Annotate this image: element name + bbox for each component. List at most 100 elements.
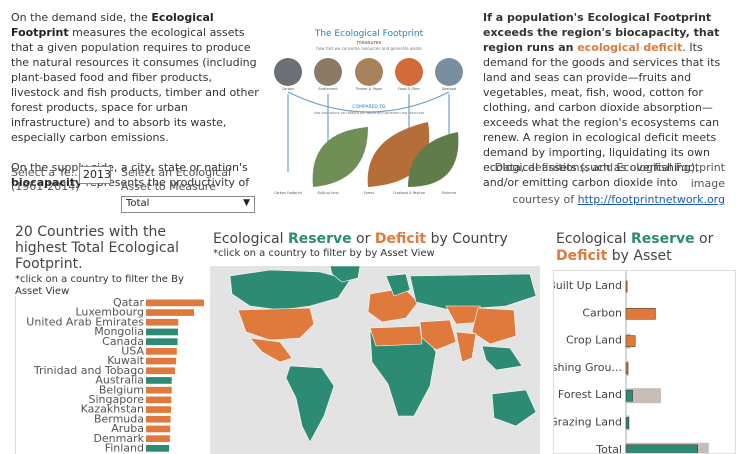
- country-label: Australia: [95, 374, 144, 387]
- country-label: Denmark: [93, 432, 144, 445]
- greenland: [329, 265, 361, 283]
- country-bar: [146, 328, 178, 336]
- usa: [237, 307, 315, 341]
- country-bar: [146, 348, 177, 355]
- country-label: Mongolia: [94, 325, 144, 338]
- country-label: Luxembourg: [75, 306, 144, 319]
- country-label: Canada: [102, 335, 144, 348]
- ecological-footprint-term: Ecological Footprint: [11, 11, 214, 39]
- asset-view-title: Ecological Reserve or Deficit by Asset: [556, 231, 714, 264]
- map-title: Ecological Reserve or Deficit by Country: [213, 231, 508, 247]
- country-label: United Arab Emirates: [26, 315, 144, 328]
- resource-label: Food & Fiber: [398, 87, 420, 91]
- asset-label: Fishing Grou...: [554, 361, 622, 374]
- country-bar: [146, 318, 179, 326]
- top-countries-subtitle: *click on a country to filter the By Ass…: [15, 274, 184, 296]
- country-label: USA: [121, 345, 144, 358]
- country-bar: [146, 338, 178, 345]
- footprint-bar: [625, 389, 633, 402]
- middle-east: [419, 319, 457, 351]
- top-countries-chart[interactable]: Qatar Luxembourg United Arab Emirates Mongo…: [15, 296, 205, 454]
- biocapacity-label: Forest: [364, 191, 375, 195]
- country-label: Kazakhstan: [81, 403, 144, 416]
- asset-label: Total: [595, 443, 622, 454]
- map-subtitle: *click on a country to filter by by Asse…: [213, 248, 435, 259]
- compared-caption: how fast nature can absorb our waste and…: [314, 111, 425, 115]
- footprint-network-link[interactable]: http://footprintnetwork.org: [577, 193, 725, 206]
- biocapacity-label: Fisheries: [442, 191, 457, 195]
- chevron-down-icon: ▼: [243, 198, 250, 208]
- year-filter-label: Select a Ye... (1961-2014): [11, 166, 82, 193]
- compared-label: COMPARED TO: [352, 104, 386, 110]
- infographic-caption: how fast we consume resources and genera…: [316, 46, 422, 51]
- footprint-bar: [625, 417, 630, 429]
- demand-paragraph: On the demand side, the Ecological Footp…: [11, 11, 259, 144]
- asset-label: Carbon: [582, 306, 622, 319]
- ecological-deficit-term: ecological deficit: [577, 41, 683, 54]
- scandinavia: [385, 273, 411, 297]
- asset-label: Built Up Land: [554, 279, 622, 292]
- biocapacity-label: Carbon Footprint: [274, 191, 302, 195]
- country-bar: [146, 377, 172, 384]
- country-label: Finland: [105, 442, 144, 454]
- footprint-bar: [625, 362, 629, 375]
- country-bar: [146, 396, 172, 404]
- year-input[interactable]: 2013: [79, 166, 111, 184]
- country-bar: [146, 445, 170, 452]
- footprint-bar: [625, 308, 656, 320]
- asset-chart[interactable]: Built Up Land Carbon Crop Land Fishing Grou…: [553, 270, 736, 454]
- canada: [229, 269, 351, 311]
- footprint-infographic: The Ecological Footprint measures how fa…: [268, 22, 470, 198]
- country-bar: [146, 415, 171, 423]
- deficit-text: If a population's Ecological Footprint e…: [483, 11, 721, 189]
- asset-label: Crop Land: [566, 334, 622, 347]
- india: [455, 331, 477, 363]
- resource-label: Carbon: [282, 87, 295, 91]
- australia: [491, 389, 537, 427]
- country-bar: [146, 367, 175, 375]
- country-label: Belgium: [99, 383, 144, 396]
- resource-circles: [274, 58, 463, 86]
- intro-text: On the demand side, the Ecological Footp…: [11, 10, 261, 205]
- biocapacity-bar: [626, 388, 661, 404]
- footprint-bar: [625, 280, 628, 293]
- biocapacity-term: biocapacity: [11, 176, 83, 189]
- biocapacity-label: Built-up land: [317, 191, 338, 195]
- china: [471, 307, 517, 345]
- resource-label: Timber & Paper: [354, 87, 383, 91]
- infographic-image: The Ecological Footprint measures how fa…: [274, 29, 463, 195]
- top-countries-title: 20 Countries with the highest Total Ecol…: [15, 224, 180, 272]
- asset-filter-label: Select an Ecological Asset to Measure: [121, 166, 232, 193]
- north-africa: [369, 325, 423, 347]
- country-bar: [146, 435, 170, 442]
- footprint-bar: [625, 444, 699, 453]
- country-label: Qatar: [113, 296, 144, 309]
- supply-paragraph: On the supply side, a city, state or nat…: [11, 161, 250, 189]
- footprint-bar: [625, 335, 636, 347]
- country-bar: [146, 357, 177, 365]
- resource-label: Settlement: [318, 87, 338, 91]
- country-label: Trinidad and Tobago: [33, 364, 144, 377]
- russia: [409, 273, 537, 311]
- country-label: Kuwait: [107, 354, 144, 367]
- country-bar: [146, 299, 204, 307]
- country-label: Singapore: [89, 393, 145, 406]
- asset-select[interactable]: Total ▼: [121, 196, 255, 213]
- south-america: [285, 365, 335, 443]
- biocapacity-label: Cropland & Pasture: [393, 191, 425, 195]
- country-label: Aruba: [111, 422, 144, 435]
- mexico: [249, 337, 293, 363]
- country-bar: [146, 309, 195, 316]
- resource-label: Seafood: [442, 87, 456, 91]
- infographic-subtitle: measures: [357, 40, 382, 46]
- southeast-asia: [481, 345, 523, 371]
- world-map[interactable]: [210, 265, 540, 454]
- country-bar: [146, 406, 171, 413]
- country-bar: [146, 386, 172, 394]
- credit-text: Data, definitions, and Ecological Footpr…: [480, 160, 725, 208]
- asset-label: Forest Land: [558, 388, 622, 401]
- asset-label: Grazing Land: [554, 416, 622, 429]
- infographic-title: The Ecological Footprint: [314, 29, 424, 39]
- credit-line: Data, definitions, and Ecological Footpr…: [494, 161, 725, 190]
- country-bar: [146, 425, 171, 433]
